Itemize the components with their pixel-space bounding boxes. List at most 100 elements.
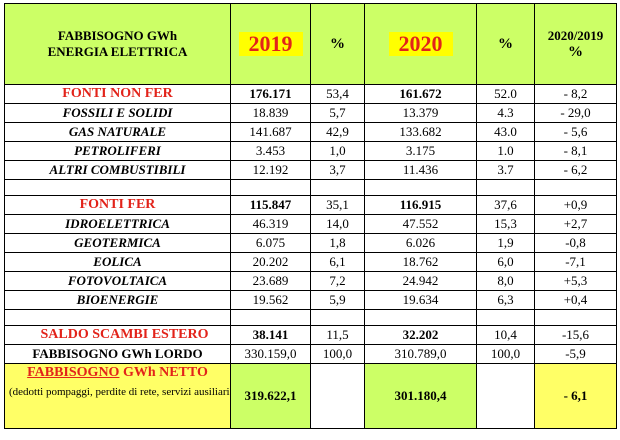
- table-row-idro: IDROELETTRICA 46.319 14,0 47.552 15,3 +2…: [4, 214, 617, 234]
- value-2019: 115.847: [230, 195, 311, 215]
- row-label: GEOTERMICA: [4, 233, 231, 253]
- pct-2020: 4.3: [476, 103, 535, 123]
- pct-2020: 10,4: [476, 325, 535, 345]
- table-title: FABBISOGNO GWh ENERGIA ELETTRICA: [4, 3, 231, 85]
- value-2020: 24.942: [364, 271, 477, 291]
- pct-2019: 1,8: [310, 233, 365, 253]
- pct-2019: 53,4: [310, 84, 365, 104]
- table-row-fossili: FOSSILI E SOLIDI 18.839 5,7 13.379 4.3 -…: [4, 103, 617, 123]
- table-row-lordo: FABBISOGNO GWh LORDO 330.159,0 100,0 310…: [4, 344, 617, 364]
- spacer-row: [4, 179, 617, 196]
- pct-2020: 100,0: [476, 344, 535, 364]
- value-2019: 330.159,0: [230, 344, 311, 364]
- pct-2019: 100,0: [310, 344, 365, 364]
- value-2020: 18.762: [364, 252, 477, 272]
- pct-2019: 7,2: [310, 271, 365, 291]
- table-row-foto: FOTOVOLTAICA 23.689 7,2 24.942 8,0 +5,3: [4, 271, 617, 291]
- row-label: IDROELETTRICA: [4, 214, 231, 234]
- value-2020: 310.789,0: [364, 344, 477, 364]
- col-ratio-header: 2020/2019 %: [534, 3, 617, 85]
- netto-value-2019: 319.622,1: [230, 363, 311, 429]
- row-label: ALTRI COMBUSTIBILI: [4, 160, 231, 180]
- year-2020-label: 2020: [388, 32, 453, 56]
- value-2019: 18.839: [230, 103, 311, 123]
- pct-2019: 1,0: [310, 141, 365, 161]
- row-label: FOSSILI E SOLIDI: [4, 103, 231, 123]
- value-2020: 133.682: [364, 122, 477, 142]
- value-2019: 141.687: [230, 122, 311, 142]
- netto-delta: - 6,1: [534, 363, 617, 429]
- table-row-bio: BIOENERGIE 19.562 5,9 19.634 6,3 +0,4: [4, 290, 617, 310]
- value-2019: 20.202: [230, 252, 311, 272]
- table-title-line1: FABBISOGNO GWh: [57, 28, 178, 43]
- delta: -15,6: [534, 325, 617, 345]
- delta: +2,7: [534, 214, 617, 234]
- delta: - 5,6: [534, 122, 617, 142]
- row-label: FONTI FER: [4, 195, 231, 215]
- value-2020: 13.379: [364, 103, 477, 123]
- row-label: GAS NATURALE: [4, 122, 231, 142]
- pct-2020: 43.0: [476, 122, 535, 142]
- value-2020: 32.202: [364, 325, 477, 345]
- delta: +0,9: [534, 195, 617, 215]
- value-2019: 3.453: [230, 141, 311, 161]
- pct-2019: 14,0: [310, 214, 365, 234]
- pct-2020: 1.0: [476, 141, 535, 161]
- col-2019-header: 2019: [230, 3, 311, 85]
- netto-pct-2020: [476, 363, 535, 429]
- pct-2019: 11,5: [310, 325, 365, 345]
- value-2020: 11.436: [364, 160, 477, 180]
- pct-2020: 6,3: [476, 290, 535, 310]
- value-2019: 19.562: [230, 290, 311, 310]
- value-2020: 161.672: [364, 84, 477, 104]
- pct-2020: 3.7: [476, 160, 535, 180]
- row-label: SALDO SCAMBI ESTERO: [4, 325, 231, 345]
- pct-2019: 3,7: [310, 160, 365, 180]
- value-2019: 46.319: [230, 214, 311, 234]
- pct-2020: 52.0: [476, 84, 535, 104]
- col-2020-header: 2020: [364, 3, 477, 85]
- row-label: FABBISOGNO GWh LORDO: [4, 344, 231, 364]
- pct-2019: 5,7: [310, 103, 365, 123]
- value-2019: 12.192: [230, 160, 311, 180]
- row-label: PETROLIFERI: [4, 141, 231, 161]
- table-row-eolica: EOLICA 20.202 6,1 18.762 6,0 -7,1: [4, 252, 617, 272]
- row-label: FONTI NON FER: [4, 84, 231, 104]
- table-row-fonti-non-fer: FONTI NON FER 176.171 53,4 161.672 52.0 …: [4, 84, 617, 104]
- pct-2020: 6,0: [476, 252, 535, 272]
- delta: - 8,1: [534, 141, 617, 161]
- table-title-line2: ENERGIA ELETTRICA: [47, 44, 188, 59]
- delta: +0,4: [534, 290, 617, 310]
- value-2019: 176.171: [230, 84, 311, 104]
- value-2020: 116.915: [364, 195, 477, 215]
- table-row-gas: GAS NATURALE 141.687 42,9 133.682 43.0 -…: [4, 122, 617, 142]
- pct-2019: 6,1: [310, 252, 365, 272]
- netto-pct-2019: [310, 363, 365, 429]
- netto-note: (dedotti pompaggi, perdite di rete, serv…: [9, 386, 231, 398]
- delta: - 8,2: [534, 84, 617, 104]
- row-label: BIOENERGIE: [4, 290, 231, 310]
- value-2020: 6.026: [364, 233, 477, 253]
- delta: -0,8: [534, 233, 617, 253]
- delta: - 29,0: [534, 103, 617, 123]
- value-2019: 38.141: [230, 325, 311, 345]
- row-label: EOLICA: [4, 252, 231, 272]
- table-row-netto: FABBISOGNO GWh NETTO (dedotti pompaggi, …: [4, 363, 617, 429]
- netto-label: FABBISOGNO GWh NETTO (dedotti pompaggi, …: [4, 363, 231, 429]
- table-row-geo: GEOTERMICA 6.075 1,8 6.026 1,9 -0,8: [4, 233, 617, 253]
- header-row: FABBISOGNO GWh ENERGIA ELETTRICA 2019 % …: [4, 3, 617, 85]
- value-2020: 3.175: [364, 141, 477, 161]
- pct-2019: 42,9: [310, 122, 365, 142]
- delta: -5,9: [534, 344, 617, 364]
- pct-2019: 35,1: [310, 195, 365, 215]
- pct-2020: 37,6: [476, 195, 535, 215]
- energy-table: FABBISOGNO GWh ENERGIA ELETTRICA 2019 % …: [4, 3, 617, 429]
- delta: +5,3: [534, 271, 617, 291]
- pct-2020: 15,3: [476, 214, 535, 234]
- pct-2020: 1,9: [476, 233, 535, 253]
- netto-value-2020: 301.180,4: [364, 363, 477, 429]
- value-2019: 6.075: [230, 233, 311, 253]
- table-row-fonti-fer: FONTI FER 115.847 35,1 116.915 37,6 +0,9: [4, 195, 617, 215]
- value-2020: 47.552: [364, 214, 477, 234]
- value-2019: 23.689: [230, 271, 311, 291]
